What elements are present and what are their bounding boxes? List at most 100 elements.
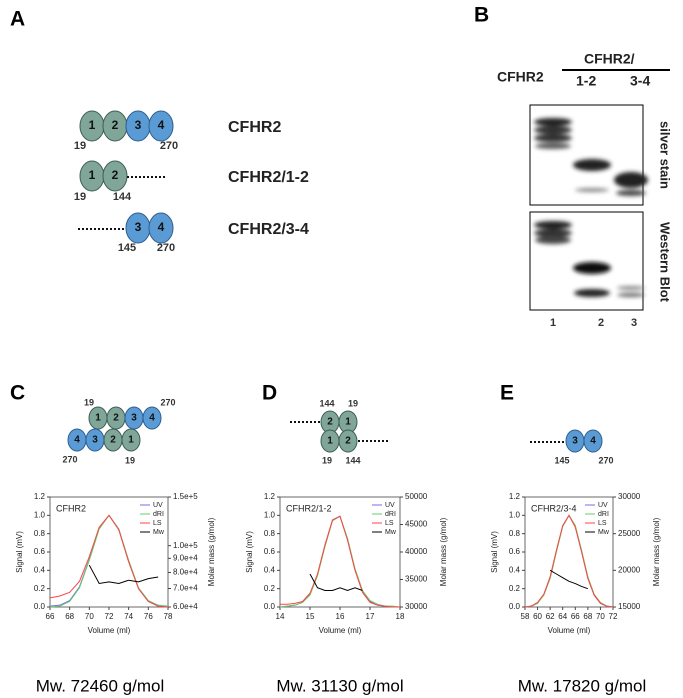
x-tick-label: 16 (336, 612, 345, 621)
legend-label: dRI (153, 511, 164, 518)
y-tick-label: 1.2 (264, 492, 276, 501)
y-axis-label: Signal (mV) (15, 531, 24, 573)
domain-number: 1 (89, 118, 96, 132)
residue: 19 (322, 455, 332, 465)
x-tick-label: 64 (558, 612, 567, 621)
chart-title: CFHR2/3-4 (531, 503, 577, 513)
x-tick-label: 70 (85, 612, 94, 621)
residue: 270 (62, 454, 77, 464)
series-line (279, 515, 400, 608)
lane-header: CFHR2 (497, 69, 544, 85)
legend-label: UV (598, 502, 608, 509)
series-line (549, 569, 589, 590)
y-tick-label: 0.6 (264, 547, 276, 556)
x-tick-label: 78 (164, 612, 173, 621)
y2-tick-label: 30000 (405, 602, 428, 611)
domain (148, 212, 174, 244)
y-tick-label: 1.2 (34, 492, 46, 501)
series-line (49, 514, 169, 608)
domain-number: 2 (112, 118, 119, 132)
domain-number: 2 (113, 413, 119, 424)
lane-header: 3-4 (630, 73, 650, 89)
residue: 145 (554, 455, 569, 465)
x-tick-label: 17 (366, 612, 375, 621)
y2-tick-label: 40000 (405, 547, 428, 556)
domain-number: 3 (572, 436, 578, 447)
x-axis-label: Volume (ml) (548, 626, 591, 635)
residue: 144 (113, 191, 132, 203)
y2-tick-label: 30000 (618, 492, 641, 501)
legend-label: UV (385, 502, 395, 509)
legend-label: LS (385, 520, 394, 527)
construct-name: CFHR2 (228, 119, 281, 136)
y2-tick-label: 1.5e+5 (173, 492, 198, 501)
domain-number: 4 (74, 435, 80, 446)
y-tick-label: 0.8 (509, 529, 521, 538)
domain-number: 2 (110, 435, 116, 446)
y-tick-label: 1.0 (34, 510, 46, 519)
y2-tick-label: 20000 (618, 565, 641, 574)
lane-header: 1-2 (576, 73, 596, 89)
residue: 144 (345, 455, 360, 465)
y-axis-label: Signal (mV) (490, 531, 499, 573)
panel-label: C (10, 382, 25, 405)
series-line (88, 564, 159, 585)
y2-tick-label: 35000 (405, 575, 428, 584)
legend-label: LS (153, 520, 162, 527)
result: Mw. 31130 g/mol (276, 676, 403, 695)
domain-number: 1 (95, 413, 101, 424)
y2-tick-label: 1.0e+5 (173, 541, 198, 550)
y-tick-label: 0.4 (34, 565, 46, 574)
residue: 19 (125, 455, 135, 465)
legend-label: Mw (598, 529, 610, 536)
panel-label: A (10, 8, 25, 31)
lane-number: 3 (631, 317, 637, 329)
domain-number: 1 (89, 168, 96, 182)
y2-tick-label: 50000 (405, 492, 428, 501)
lane-number: 1 (550, 317, 556, 329)
x-tick-label: 18 (396, 612, 405, 621)
domain-number: 3 (135, 220, 142, 234)
domain-number: 3 (92, 435, 98, 446)
y-tick-label: 0.8 (34, 529, 46, 538)
chart-title: CFHR2/1-2 (286, 503, 332, 513)
y-tick-label: 1.0 (509, 510, 521, 519)
x-tick-label: 72 (609, 612, 618, 621)
y2-tick-label: 8.0e+4 (173, 568, 198, 577)
y-tick-label: 0.0 (509, 602, 521, 611)
legend-label: Mw (385, 529, 397, 536)
x-tick-label: 62 (546, 612, 555, 621)
chart-title: CFHR2 (56, 503, 86, 513)
y2-tick-label: 9.0e+4 (173, 553, 198, 562)
legend-label: Mw (153, 529, 165, 536)
x-tick-label: 68 (65, 612, 74, 621)
y2-tick-label: 45000 (405, 520, 428, 529)
construct-name: CFHR2/1-2 (228, 169, 309, 186)
residue: 270 (160, 397, 175, 407)
y2-tick-label: 25000 (618, 529, 641, 538)
blot-label: Western Blot (658, 222, 673, 303)
y-tick-label: 0.6 (34, 547, 46, 556)
y-axis-label: Signal (mV) (245, 531, 254, 573)
y2-tick-label: 6.0e+4 (173, 602, 198, 611)
series-line (309, 573, 363, 592)
series-line (280, 515, 400, 608)
x-tick-label: 74 (124, 612, 133, 621)
lane-header: CFHR2/ (584, 51, 635, 67)
x-tick-label: 76 (144, 612, 153, 621)
domain (148, 110, 174, 142)
blot-label: silver stain (658, 121, 673, 189)
residue: 270 (157, 242, 175, 254)
panel-label: D (262, 382, 277, 405)
domain-number: 3 (135, 118, 142, 132)
plot-frame (49, 496, 169, 608)
domain-number: 1 (128, 435, 134, 446)
residue: 145 (118, 242, 136, 254)
x-tick-label: 60 (533, 612, 542, 621)
residue: 270 (598, 455, 613, 465)
y-tick-label: 0.0 (264, 602, 276, 611)
domain-number: 2 (345, 436, 351, 447)
panel-label: B (474, 4, 489, 27)
legend-label: dRI (598, 511, 609, 518)
y-tick-label: 0.6 (509, 547, 521, 556)
